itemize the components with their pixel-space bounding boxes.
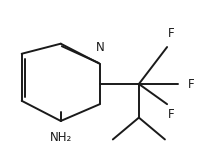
Text: N: N <box>95 40 104 54</box>
Text: F: F <box>168 108 175 121</box>
Text: F: F <box>188 77 194 91</box>
Text: F: F <box>168 27 175 40</box>
Text: NH₂: NH₂ <box>50 131 72 144</box>
